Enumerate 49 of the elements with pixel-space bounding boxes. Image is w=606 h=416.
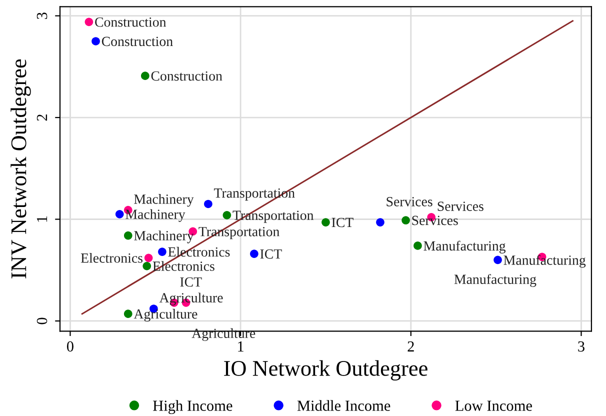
point — [158, 248, 166, 256]
data-label: Agriculture — [159, 292, 223, 306]
legend-label: Low Income — [455, 400, 532, 411]
data-label: Manufacturing — [424, 240, 506, 254]
point — [92, 37, 100, 46]
point — [376, 218, 384, 226]
x-tick-label: 1 — [238, 341, 244, 352]
x-axis-title: IO Network Outdegree — [224, 360, 428, 380]
data-label: Construction — [102, 36, 173, 46]
point — [322, 218, 330, 226]
data-label: ICT — [332, 218, 354, 228]
data-label: Machinery — [134, 230, 194, 244]
x-tick-label: 2 — [408, 341, 414, 352]
point — [124, 231, 132, 240]
data-label: Electronics — [80, 252, 143, 263]
data-label: Construction — [95, 17, 166, 27]
legend-label: High Income — [153, 400, 232, 414]
x-tick-label: 0 — [66, 341, 74, 352]
data-label: Construction — [151, 71, 222, 81]
y-tick-label: 3 — [36, 12, 48, 19]
point — [414, 242, 422, 250]
y-tick-label: 2 — [36, 114, 48, 121]
y-tick-label: 0 — [36, 318, 48, 324]
point — [494, 256, 502, 264]
data-label: ICT — [260, 249, 282, 259]
point — [222, 211, 232, 220]
data-label: ICT — [180, 277, 202, 287]
point — [402, 216, 410, 224]
data-label: Machinery — [126, 209, 186, 222]
data-label: Agriculture — [134, 308, 198, 322]
point — [144, 254, 153, 262]
point — [115, 210, 124, 218]
point — [140, 72, 150, 80]
point — [204, 200, 212, 208]
data-label: Services — [412, 216, 458, 226]
data-label: Manufacturing — [504, 254, 586, 268]
legend-label: Middle Income — [297, 400, 390, 411]
data-label: Services — [386, 196, 432, 206]
data-label: Manufacturing — [454, 274, 536, 287]
point — [250, 250, 258, 258]
y-tick-label: 1 — [36, 216, 48, 222]
point — [124, 310, 132, 318]
y-axis-title: INV Network Outdegree — [10, 59, 31, 278]
data-label: Services — [438, 202, 484, 211]
x-tick-label: 3 — [578, 341, 584, 352]
data-label: Machinery — [134, 194, 194, 207]
point — [142, 262, 152, 270]
point — [84, 18, 94, 26]
data-label: Agriculture — [192, 328, 256, 341]
